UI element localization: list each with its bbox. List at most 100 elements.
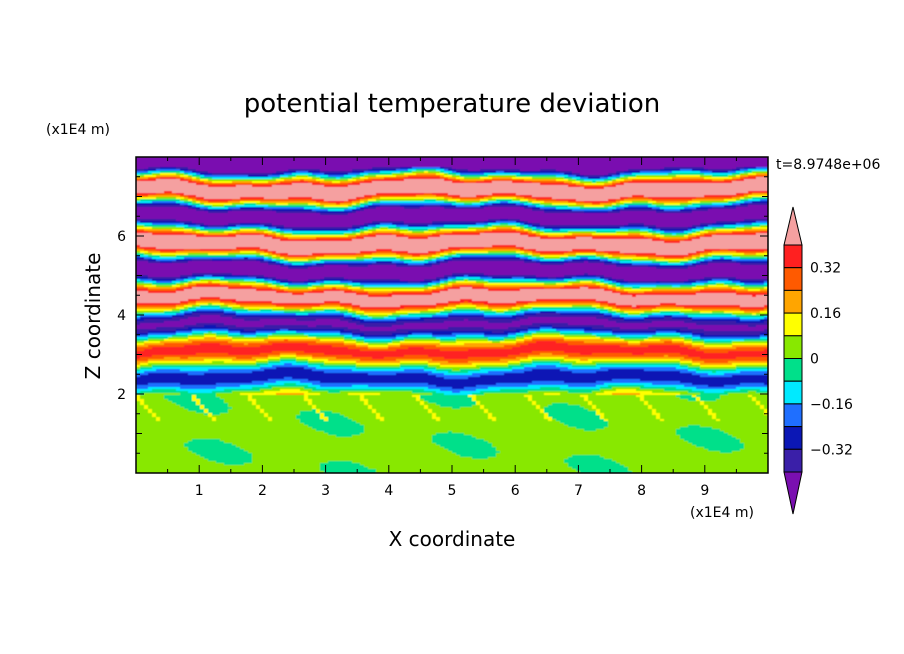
contour-cell [740,439,768,442]
contour-cell [248,275,265,278]
contour-cell [152,279,177,282]
contour-cell [176,289,185,292]
contour-cell [200,407,205,410]
contour-cell [148,333,177,336]
contour-cell [616,305,633,308]
contour-cell [700,375,733,378]
contour-cell [228,233,241,236]
contour-cell [192,279,201,282]
contour-cell [536,299,597,302]
contour-cell [404,369,425,372]
contour-cell [692,339,705,342]
contour-cell [340,311,349,314]
contour-cell [324,285,345,288]
contour-cell [256,251,265,254]
contour-cell [204,409,209,412]
contour-cell [136,183,197,186]
contour-cell [276,331,297,334]
contour-cell [524,311,541,314]
contour-cell [740,389,761,392]
contour-cell [704,259,713,262]
contour-cell [484,273,585,276]
contour-cell [316,367,357,370]
contour-cell [492,197,517,200]
contour-cell [136,369,141,372]
contour-cell [356,341,365,344]
contour-cell [448,199,461,202]
contour-cell [364,395,413,398]
contour-cell [292,233,345,236]
contour-cell [476,365,509,368]
contour-cell [684,343,693,346]
contour-cell [212,281,229,284]
contour-cell [200,177,213,180]
contour-cell [616,203,625,206]
contour-cell [584,261,589,264]
contour-cell [272,343,309,346]
contour-cell [760,337,768,340]
contour-cell [472,397,477,400]
contour-cell [284,235,349,238]
contour-cell [136,193,157,196]
contour-cell [528,329,541,332]
contour-cell [456,205,481,208]
contour-cell [288,253,313,256]
contour-cell [188,327,229,330]
contour-cell [176,333,193,336]
contour-cell [140,367,153,370]
contour-cell [352,385,369,388]
contour-cell [136,267,289,270]
contour-cell [268,229,273,232]
contour-cell [280,361,297,364]
contour-cell [432,359,501,362]
contour-cell [292,181,309,184]
contour-cell [356,421,561,424]
contour-cell [136,271,768,274]
contour-cell [448,431,453,434]
contour-cell [364,465,569,468]
contour-cell [748,191,768,194]
contour-cell [568,281,581,284]
contour-cell [452,285,461,288]
contour-cell [620,211,657,214]
contour-cell [400,259,413,262]
contour-cell [136,215,768,218]
contour-cell [512,181,533,184]
contour-cell [532,195,633,198]
contour-cell [724,431,768,434]
contour-cell [460,249,521,252]
contour-cell [148,409,153,412]
contour-cell [136,181,189,184]
contour-cell [312,389,425,392]
contour-cell [152,173,161,176]
contour-cell [388,347,409,350]
contour-cell [640,397,645,400]
contour-cell [192,179,201,182]
contour-cell [196,277,225,280]
contour-cell [588,399,641,402]
contour-cell [376,229,397,232]
contour-cell [424,319,465,322]
contour-cell [216,461,253,464]
contour-cell [356,361,401,364]
contour-cell [672,339,685,342]
contour-cell [152,233,193,236]
contour-cell [396,317,421,320]
contour-cell [188,197,197,200]
contour-cell [212,413,221,416]
contour-cell [348,309,353,312]
contour-cell [736,315,765,318]
contour-cell [692,335,701,338]
contour-cell [432,413,437,416]
contour-cell [300,411,317,414]
contour-cell [700,261,709,264]
contour-cell [496,419,549,422]
contour-cell [580,353,593,356]
contour-cell [268,419,273,422]
contour-cell [656,259,689,262]
contour-cell [452,407,461,410]
contour-cell [248,397,253,400]
contour-cell [720,397,753,400]
contour-cell [492,341,501,344]
contour-cell [396,319,425,322]
